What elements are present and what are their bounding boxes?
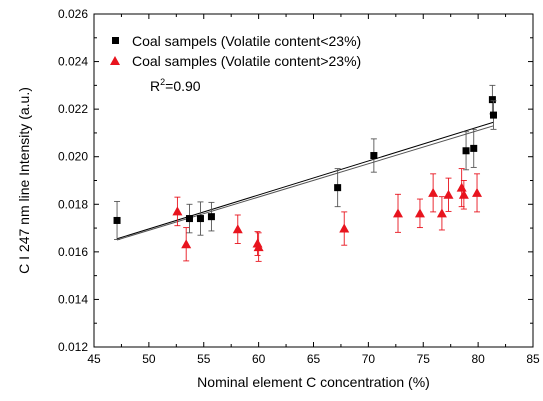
legend-marker-square bbox=[112, 37, 119, 44]
data-point-square bbox=[470, 144, 478, 152]
data-point-triangle bbox=[428, 187, 439, 197]
data-point-triangle bbox=[436, 208, 447, 218]
x-tick-label: 75 bbox=[417, 352, 431, 366]
data-point-square bbox=[207, 213, 215, 221]
y-tick-label: 0.014 bbox=[58, 292, 88, 306]
data-point-square bbox=[113, 216, 121, 224]
data-point-triangle bbox=[339, 223, 350, 233]
r-squared-annotation: R2=0.90 bbox=[150, 77, 201, 94]
legend-label-high-volatile: Coal samples (Volatile content>23%) bbox=[132, 53, 361, 69]
y-tick-label: 0.016 bbox=[58, 245, 88, 259]
data-point-triangle bbox=[393, 208, 404, 218]
x-tick-label: 70 bbox=[362, 352, 376, 366]
x-tick-label: 45 bbox=[87, 352, 101, 366]
data-point-square bbox=[370, 152, 378, 160]
x-tick-label: 65 bbox=[307, 352, 321, 366]
y-tick-label: 0.026 bbox=[58, 7, 88, 21]
x-axis-title: Nominal element C concentration (%) bbox=[197, 374, 430, 390]
axis-ticks: 45 50 55 60 65 70 75 80 85 0.012 0.014 0.016 0.018 0.… bbox=[58, 7, 540, 366]
data-point-square bbox=[196, 215, 204, 223]
data-point-triangle bbox=[232, 224, 243, 234]
x-tick-label: 60 bbox=[252, 352, 266, 366]
data-point-triangle bbox=[181, 239, 192, 249]
linear-fit-line bbox=[116, 125, 494, 241]
r-squared-value: =0.90 bbox=[165, 78, 201, 94]
fit-lines bbox=[116, 121, 494, 241]
data-point-triangle bbox=[443, 189, 454, 199]
linear-fit-line bbox=[116, 121, 494, 240]
data-point-triangle bbox=[414, 208, 425, 218]
y-tick-label: 0.012 bbox=[58, 340, 88, 354]
x-tick-label: 50 bbox=[142, 352, 156, 366]
data-point-triangle bbox=[172, 206, 183, 216]
data-point-square bbox=[334, 184, 342, 192]
x-tick-label: 85 bbox=[526, 352, 540, 366]
legend: Coal sampels (Volatile content<23%) Coal… bbox=[110, 33, 361, 69]
y-axis-title: C I 247 nm line Intensity (a.u.) bbox=[16, 87, 32, 274]
data-point-square bbox=[488, 96, 496, 104]
x-tick-label: 80 bbox=[471, 352, 485, 366]
data-point-square bbox=[185, 215, 193, 223]
x-tick-label: 55 bbox=[197, 352, 211, 366]
y-tick-label: 0.022 bbox=[58, 102, 88, 116]
data-points bbox=[113, 84, 497, 262]
r-squared-r: R bbox=[150, 78, 160, 94]
data-point-square bbox=[489, 111, 497, 119]
data-point-triangle bbox=[253, 242, 264, 252]
data-point-triangle bbox=[458, 189, 469, 199]
y-tick-label: 0.018 bbox=[58, 197, 88, 211]
legend-label-low-volatile: Coal sampels (Volatile content<23%) bbox=[132, 33, 361, 49]
y-tick-label: 0.024 bbox=[58, 55, 88, 69]
r-squared-superscript: 2 bbox=[160, 77, 165, 87]
legend-marker-triangle bbox=[110, 56, 120, 65]
data-point-triangle bbox=[472, 187, 483, 197]
data-point-square bbox=[462, 147, 470, 155]
y-tick-label: 0.020 bbox=[58, 150, 88, 164]
data-point-triangle bbox=[456, 182, 467, 192]
